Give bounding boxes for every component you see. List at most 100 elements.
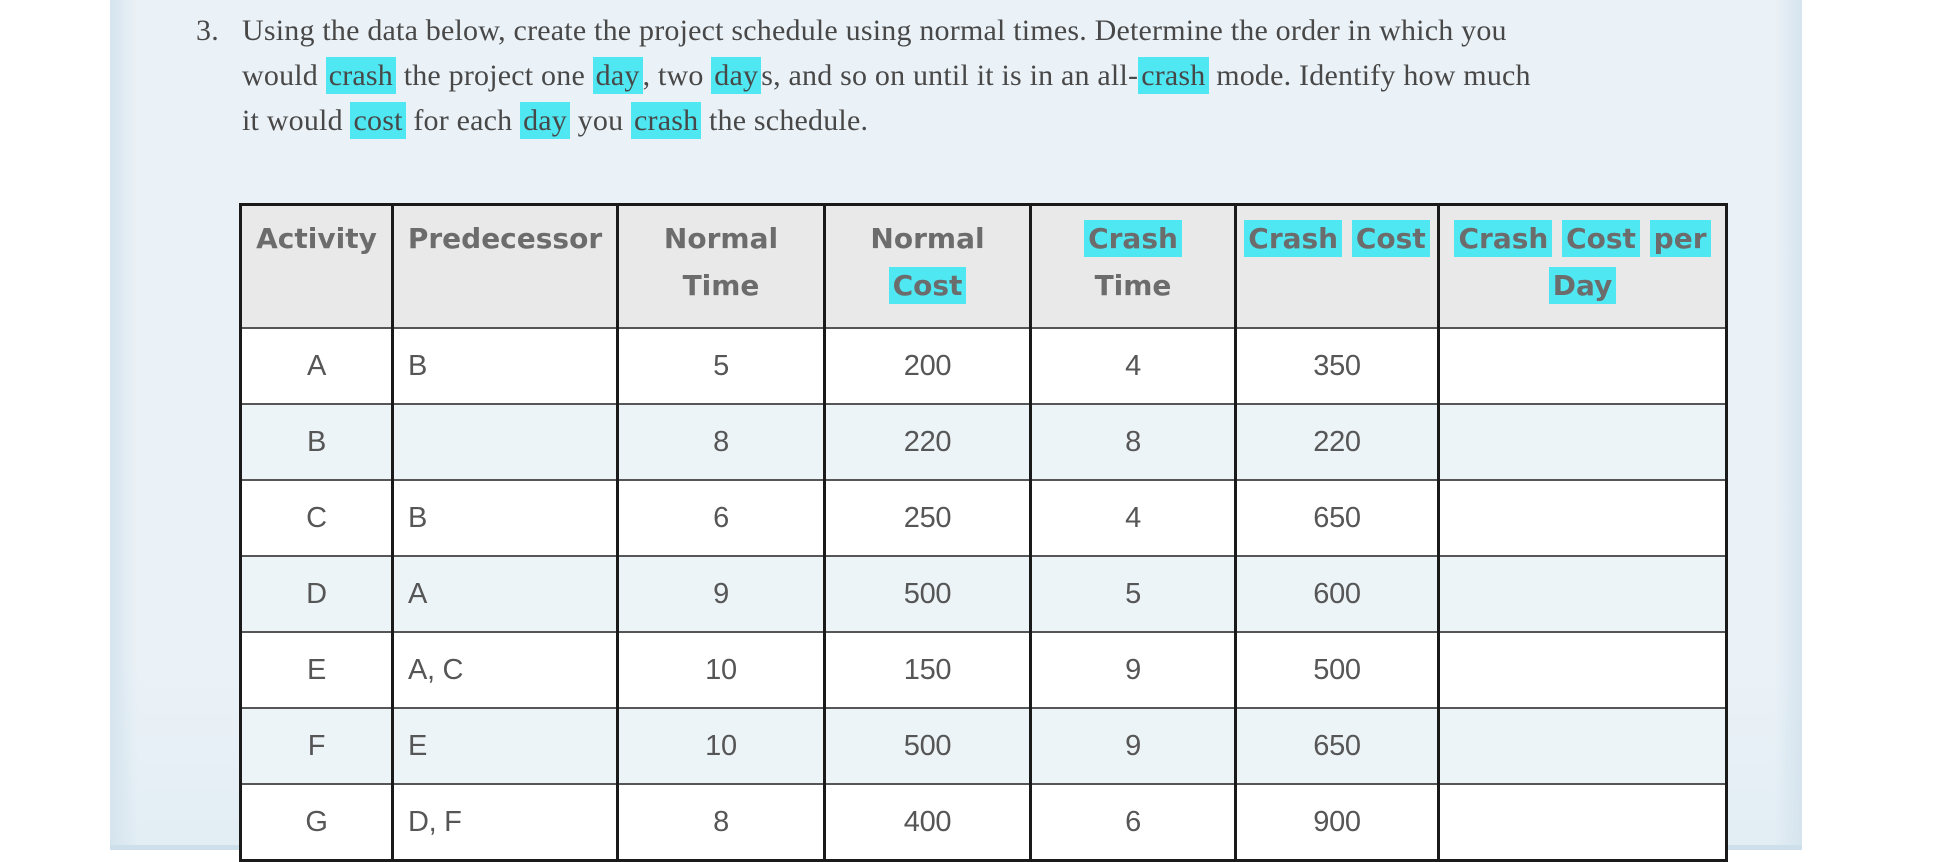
cell-crash-cost: 220	[1234, 403, 1439, 480]
cell-crash-cost-per-day	[1437, 327, 1727, 404]
cell-predecessor: A, C	[391, 631, 618, 708]
cell-activity: A	[239, 327, 393, 404]
text-segment: it would	[242, 104, 351, 137]
text-segment: for each	[405, 104, 521, 137]
text-segment: you	[569, 104, 631, 137]
cell-normal-time: 8	[616, 403, 825, 480]
header-cell-crash-time: Crash Time	[1029, 203, 1236, 328]
highlighted-text: Crash	[1084, 220, 1182, 257]
cell-normal-cost: 200	[823, 327, 1031, 404]
highlighted-text: crash	[325, 57, 396, 94]
question-line-1: Using the data below, create the project…	[242, 8, 1531, 53]
text-segment: would	[242, 59, 326, 92]
cell-normal-cost: 250	[823, 479, 1031, 556]
cell-normal-cost: 220	[823, 403, 1031, 480]
highlighted-text: per	[1649, 220, 1711, 257]
table-body: A B 5 200 4 350 B 8 220 8 220 C B 6 250 4 650 D A 9 500 5 600 E…	[239, 327, 1727, 861]
header-row: Activity Predecessor Normal Time Normal Cost C…	[239, 203, 1727, 328]
cell-predecessor	[391, 403, 618, 480]
question-line-2: would crash the project one day, two day…	[242, 53, 1531, 98]
table-row: C B 6 250 4 650	[239, 479, 1727, 556]
cell-crash-cost-per-day	[1437, 555, 1727, 632]
header-cell-crash-cost: Crash Cost	[1234, 203, 1439, 328]
text-segment: the project one	[396, 59, 593, 92]
cell-crash-time: 8	[1029, 403, 1236, 480]
cell-normal-time: 9	[616, 555, 825, 632]
cell-activity: E	[239, 631, 393, 708]
highlighted-text: crash	[1138, 57, 1209, 94]
highlighted-text: Day	[1548, 267, 1617, 304]
cell-normal-time: 10	[616, 707, 825, 784]
text-segment: Activity	[256, 222, 377, 255]
header-cell-normal-time: Normal Time	[616, 203, 825, 328]
cell-activity: G	[239, 783, 393, 861]
cell-normal-time: 10	[616, 631, 825, 708]
header-cell-predecessor: Predecessor	[391, 203, 618, 328]
cell-predecessor: A	[391, 555, 618, 632]
highlighted-text: day	[711, 57, 762, 94]
cell-crash-time: 6	[1029, 783, 1236, 861]
cell-crash-cost: 900	[1234, 783, 1439, 861]
cell-normal-cost: 500	[823, 707, 1031, 784]
cell-normal-cost: 400	[823, 783, 1031, 861]
cell-crash-cost: 500	[1234, 631, 1439, 708]
text-segment	[1640, 222, 1650, 255]
header-cell-activity: Activity	[239, 203, 393, 328]
text-segment: Normal	[663, 222, 779, 255]
cell-predecessor: B	[391, 327, 618, 404]
cell-activity: D	[239, 555, 393, 632]
highlighted-text: day	[592, 57, 643, 94]
cell-crash-time: 9	[1029, 707, 1236, 784]
cell-crash-time: 4	[1029, 479, 1236, 556]
cell-crash-cost-per-day	[1437, 403, 1727, 480]
table-row: D A 9 500 5 600	[239, 555, 1727, 632]
header-cell-crash-cost-per-day: Crash Cost per Day	[1437, 203, 1727, 328]
panel-left-edge-shadow	[110, 0, 138, 850]
highlighted-text: day	[520, 102, 570, 139]
cell-predecessor: D, F	[391, 783, 618, 861]
cell-normal-time: 5	[616, 327, 825, 404]
cell-normal-cost: 150	[823, 631, 1031, 708]
crash-schedule-table: Activity Predecessor Normal Time Normal Cost C…	[239, 203, 1728, 862]
cell-crash-cost-per-day	[1437, 707, 1727, 784]
table-row: B 8 220 8 220	[239, 403, 1727, 480]
text-segment: the schedule.	[701, 104, 869, 137]
cell-normal-time: 6	[616, 479, 825, 556]
cell-activity: F	[239, 707, 393, 784]
cell-activity: C	[239, 479, 393, 556]
table-row: E A, C 10 150 9 500	[239, 631, 1727, 708]
table-row: F E 10 500 9 650	[239, 707, 1727, 784]
cell-crash-time: 5	[1029, 555, 1236, 632]
text-segment: s, and so on until it is in an all-	[761, 59, 1139, 92]
cell-crash-cost: 650	[1234, 707, 1439, 784]
cell-predecessor: B	[391, 479, 618, 556]
text-segment	[1342, 222, 1352, 255]
text-segment: , two	[642, 59, 712, 92]
highlighted-text: Cost	[1351, 220, 1430, 257]
text-segment: Predecessor	[407, 222, 603, 255]
question-number: 3.	[196, 14, 219, 47]
highlighted-text: crash	[630, 102, 702, 139]
text-segment: Time	[682, 269, 760, 302]
cell-crash-cost-per-day	[1437, 783, 1727, 861]
cell-crash-cost-per-day	[1437, 479, 1727, 556]
cell-crash-cost-per-day	[1437, 631, 1727, 708]
cell-normal-time: 8	[616, 783, 825, 861]
cell-activity: B	[239, 403, 393, 480]
text-segment: Normal	[870, 222, 985, 255]
question-lines: Using the data below, create the project…	[242, 8, 1531, 143]
table-row: G D, F 8 400 6 900	[239, 783, 1727, 861]
text-segment: mode. Identify how much	[1208, 59, 1531, 92]
highlighted-text: cost	[350, 102, 406, 139]
text-segment: Using the data below, create the project…	[242, 14, 1507, 47]
cell-crash-cost: 600	[1234, 555, 1439, 632]
text-segment: Time	[1094, 269, 1172, 302]
text-segment	[1552, 222, 1562, 255]
cell-crash-time: 9	[1029, 631, 1236, 708]
question-line-3: it would cost for each day you crash the…	[242, 98, 1531, 143]
cell-predecessor: E	[391, 707, 618, 784]
cell-crash-cost: 650	[1234, 479, 1439, 556]
cell-crash-time: 4	[1029, 327, 1236, 404]
header-cell-normal-cost: Normal Cost	[823, 203, 1031, 328]
